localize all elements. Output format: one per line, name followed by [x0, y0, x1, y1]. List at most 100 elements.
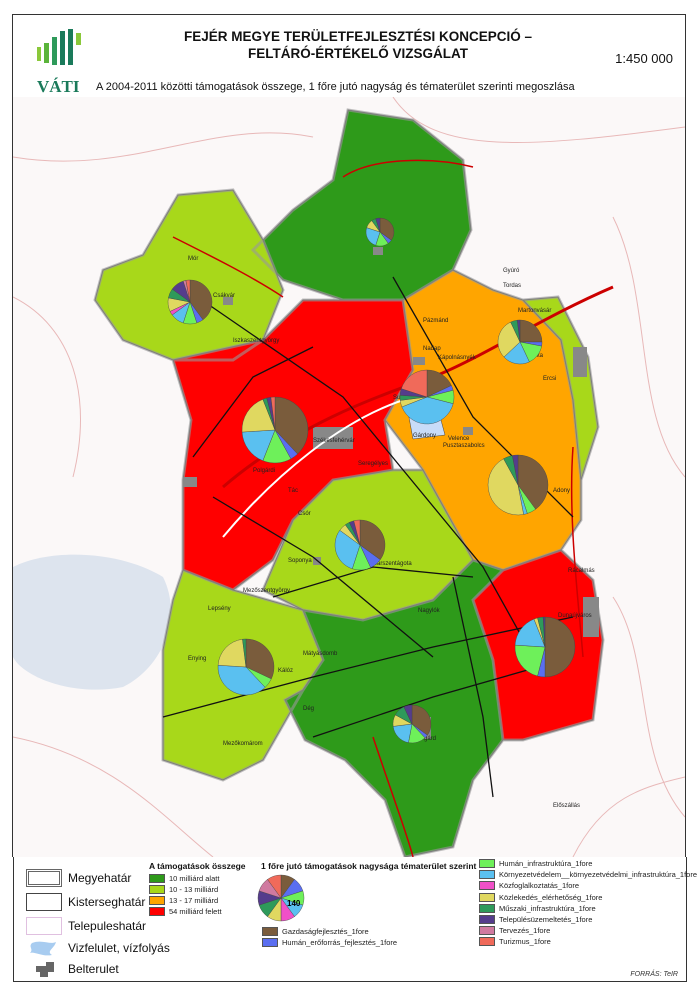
town-label: Velence [448, 436, 470, 442]
map-header: VÁTI FEJÉR MEGYE TERÜLETFEJLESZTÉSI KONC… [13, 15, 685, 98]
built-area-icon [36, 962, 54, 977]
pie-Martonvásár[interactable] [497, 319, 543, 365]
pie-slice [497, 321, 521, 358]
legend-sum-class: 54 milliárd felett [149, 907, 222, 916]
pie-Adony[interactable] [487, 454, 549, 516]
color-swatch [149, 885, 165, 894]
town-label: Kálóz [278, 668, 293, 674]
color-swatch [479, 937, 495, 947]
town-label: Soponya [288, 558, 312, 564]
pie-slice [189, 279, 213, 321]
map-canvas[interactable]: MórCsákvárBicskeMartonvásárBaracskaErcsi… [13, 97, 685, 857]
town-label: Polgárdi [253, 468, 275, 474]
legend-theme: Tervezés_1fore [479, 926, 550, 936]
town-label: Enying [188, 656, 206, 662]
town-label: Gyúró [503, 268, 520, 274]
pie-slice [517, 454, 549, 510]
pie-Enying[interactable] [217, 638, 275, 696]
pie-slice [245, 638, 275, 680]
legend-sum-class: 10 - 13 milliárd [149, 885, 218, 894]
town-label: Mór [188, 256, 198, 262]
legend-label: Környezetvédelem__környezetvédelmi_infra… [499, 870, 698, 880]
town-label: Adony [553, 488, 570, 494]
legend-label: 13 - 17 milliárd [169, 896, 219, 905]
town-label: Nadap [423, 346, 441, 352]
pie-slice [411, 704, 432, 736]
town-label: Kápolnásnyék [438, 355, 477, 361]
pie-slice [514, 644, 546, 677]
color-swatch [479, 892, 495, 902]
legend-subregion-boundary: Kisterseghatár [26, 893, 145, 911]
town-label: Pázmánd [423, 318, 448, 324]
legend-label: Belterulet [68, 962, 119, 976]
town-label: Dunaújváros [558, 613, 592, 619]
pie-slice [217, 665, 266, 696]
map-subtitle: A 2004-2011 közötti támogatások összege,… [96, 81, 575, 93]
pie-Bicske[interactable] [365, 217, 395, 247]
town-label: Seregélyes [358, 461, 388, 467]
town-label: Ercsi [543, 376, 556, 382]
pie-Aba[interactable] [334, 519, 386, 571]
legend-pie-icon [257, 874, 305, 922]
pie-slice [487, 458, 524, 516]
pie-Dunaújváros[interactable] [514, 616, 576, 678]
legend-settlement-boundary: Telepuleshatár [26, 917, 146, 935]
legend-label: Humán_infrastruktúra_1fore [499, 859, 593, 868]
pie-Sárbogárd[interactable] [392, 704, 432, 744]
map-scale: 1:450 000 [615, 51, 673, 66]
built-area [413, 357, 425, 365]
lake-balaton [13, 554, 171, 690]
legend-theme: Humán_infrastruktúra_1fore [479, 859, 592, 868]
legend-sum-title: A támogatások összege [149, 861, 246, 871]
pie-Mór[interactable] [167, 279, 213, 325]
town-label: Székesfehérvár [313, 438, 355, 444]
pie-Székesfehérvár[interactable] [241, 396, 309, 464]
legend-theme: Gazdaságfejlesztés_1fore [262, 927, 369, 936]
legend-pie-title: 1 főre jutó támogatások nagysága témater… [261, 861, 477, 871]
legend-theme: Műszaki_infrastruktúra_1fore [479, 903, 596, 913]
logo-text: VÁTI [37, 77, 80, 96]
legend-theme: Turizmus_1fore [479, 937, 551, 947]
legend-label: Közfoglalkoztatás_1fore [499, 881, 580, 891]
color-swatch [149, 874, 165, 883]
legend: Megyehatár Kisterseghatár Telepuleshatár… [13, 857, 697, 982]
town-label: Tordas [503, 283, 521, 289]
color-swatch [262, 927, 278, 936]
legend-label: Kisterseghatár [68, 895, 146, 909]
legend-theme: Környezetvédelem__környezetvédelmi_infra… [479, 870, 698, 880]
title-line-1: FEJÉR MEGYE TERÜLETFEJLESZTÉSI KONCEPCIÓ… [183, 29, 533, 44]
legend-water: Vizfelulet, vízfolyás [26, 939, 170, 957]
pie-Gárdony[interactable] [399, 369, 455, 425]
pie-slice [353, 519, 361, 546]
pie-slice [544, 616, 576, 678]
pie-slice [542, 616, 546, 648]
legend-built-area: Belterulet [26, 960, 119, 978]
town-label: Mezőkomárom [223, 741, 263, 747]
town-label: Nagylók [418, 608, 441, 614]
pie-slice [270, 396, 276, 431]
pie-slice [403, 704, 413, 725]
legend-pie-slice [267, 874, 282, 899]
legend-theme: Humán_erőforrás_fejlesztés_1fore [262, 938, 397, 947]
town-label: Csákvár [213, 293, 235, 299]
legend-label: Gazdaságfejlesztés_1fore [282, 927, 369, 936]
vati-logo-icon [37, 29, 81, 65]
legend-label: Közlekedés_elérhetőség_1fore [499, 892, 603, 902]
legend-label: Megyehatár [68, 871, 132, 885]
built-area [583, 597, 599, 637]
pie-slice [359, 519, 386, 560]
legend-label: 54 milliárd felett [169, 907, 222, 916]
source-note: FORRÁS: TeIR [630, 971, 678, 978]
town-label: Dég [303, 706, 314, 712]
built-area [183, 477, 197, 487]
water-icon [30, 941, 56, 956]
town-labels: MórCsákvárBicskeMartonvásárBaracskaErcsi… [188, 256, 595, 809]
title-line-2: FELTÁRÓ-ÉRTÉKELŐ VIZSGÁLAT [248, 46, 468, 61]
legend-theme: Közlekedés_elérhetőség_1fore [479, 892, 603, 902]
color-swatch [479, 859, 495, 868]
pie-slice [274, 396, 309, 455]
town-label: Lepsény [208, 606, 231, 612]
pie-slice [379, 217, 395, 241]
legend-county-boundary: Megyehatár [26, 869, 131, 887]
